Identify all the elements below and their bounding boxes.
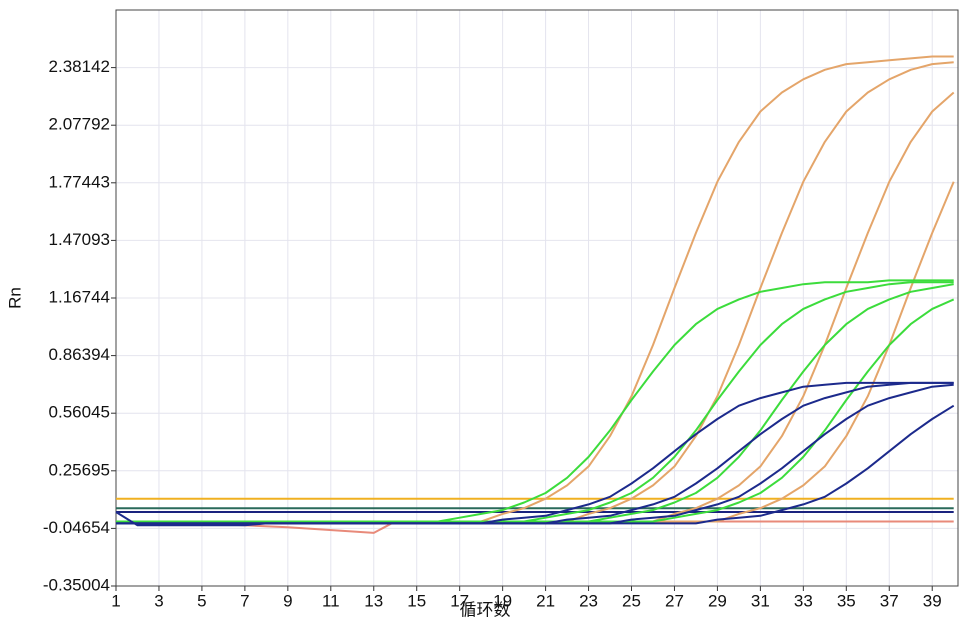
y-tick-label: 0.86394: [49, 345, 110, 364]
y-tick-label: -0.04654: [43, 518, 110, 537]
x-tick-label: 37: [880, 591, 899, 610]
x-tick-label: 35: [837, 591, 856, 610]
x-tick-label: 29: [708, 591, 727, 610]
x-tick-label: 21: [536, 591, 555, 610]
y-tick-label: 1.47093: [49, 230, 110, 249]
y-tick-label: 0.25695: [49, 460, 110, 479]
y-tick-label: 2.07792: [49, 115, 110, 134]
plot-frame: [115, 9, 959, 587]
x-tick-label: 11: [322, 591, 340, 610]
x-tick-label: 23: [579, 591, 598, 610]
x-axis-label: 循环数: [460, 600, 511, 619]
y-tick-label: 1.16744: [49, 287, 110, 306]
x-tick-label: 15: [407, 591, 426, 610]
x-tick-label: 1: [111, 591, 120, 610]
x-tick-label: 31: [751, 591, 770, 610]
x-tick-label: 7: [240, 591, 249, 610]
x-tick-label: 19: [493, 591, 512, 610]
x-tick-label: 39: [923, 591, 942, 610]
x-tick-label: 3: [154, 591, 163, 610]
x-tick-label: 13: [364, 591, 383, 610]
y-tick-label: 1.77443: [49, 172, 110, 191]
x-tick-label: 27: [665, 591, 684, 610]
x-tick-label: 25: [622, 591, 641, 610]
y-tick-label: 2.38142: [49, 57, 110, 76]
x-tick-label: 33: [794, 591, 813, 610]
y-tick-label: 0.56045: [49, 403, 110, 422]
amplification-curve: [116, 404, 955, 525]
x-tick-label: 17: [450, 591, 469, 610]
y-axis-label: Rn: [5, 287, 24, 309]
x-tick-label: 9: [283, 591, 292, 610]
x-tick-label: 5: [197, 591, 206, 610]
y-tick-label: -0.35004: [43, 575, 110, 594]
